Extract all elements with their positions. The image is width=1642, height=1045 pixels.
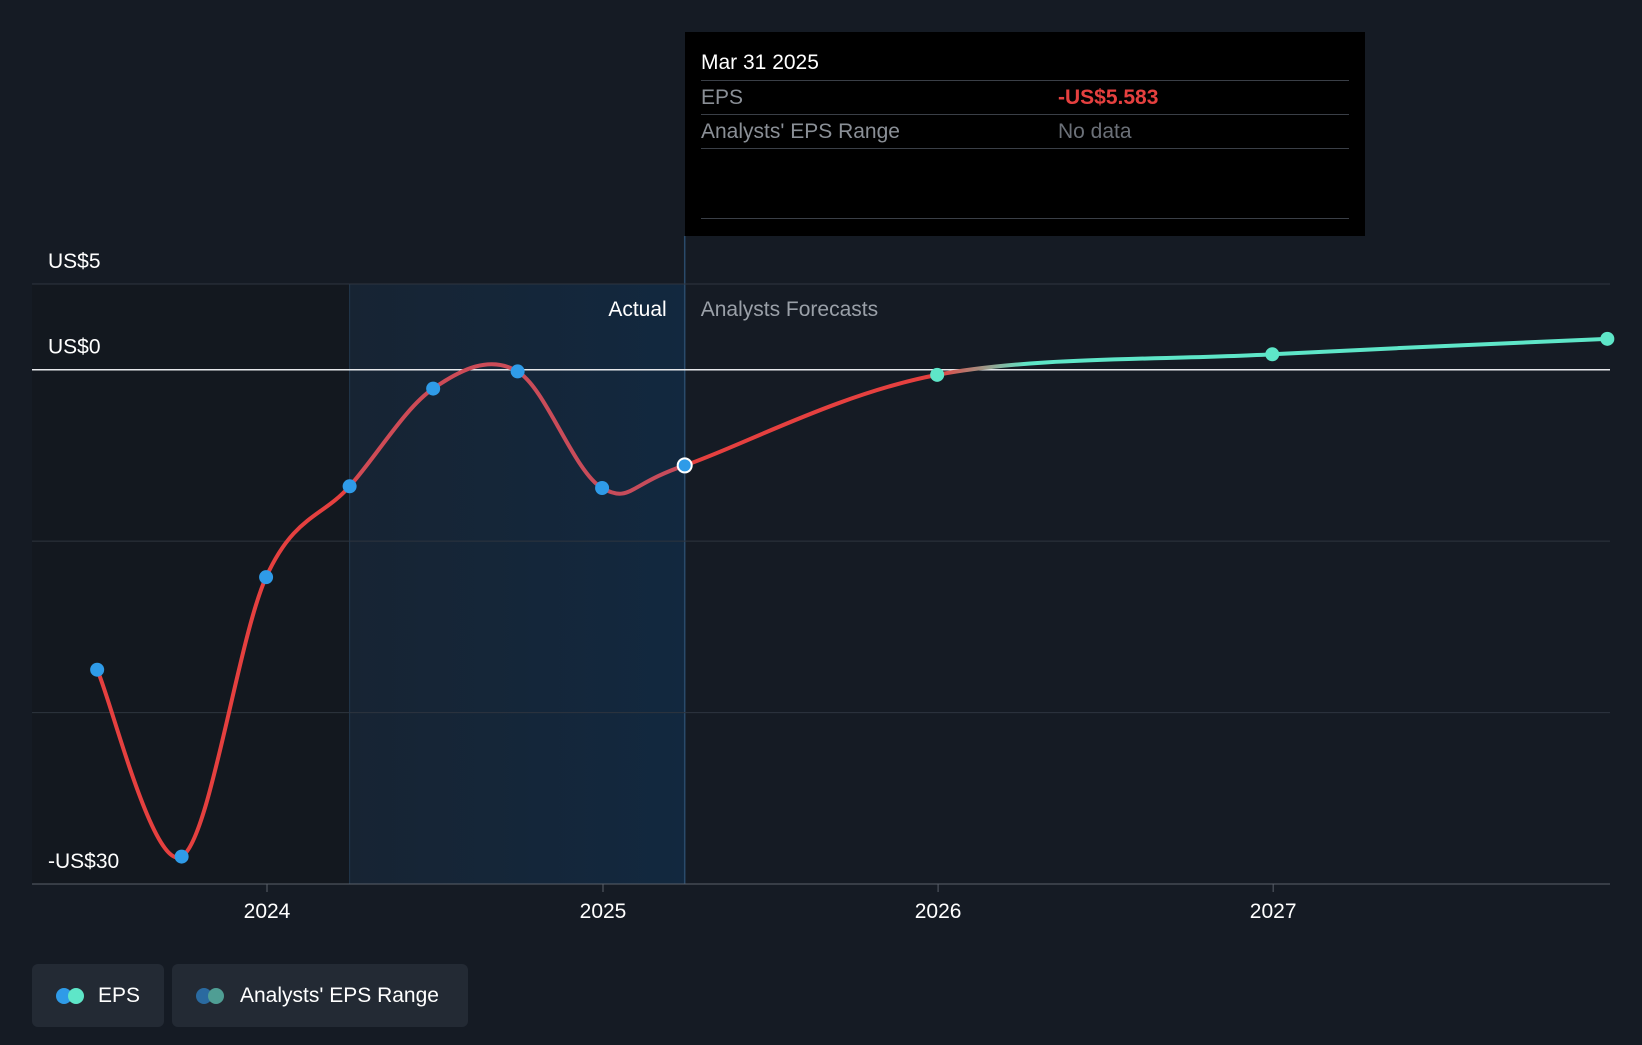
tooltip-row-eps: EPS -US$5.583: [701, 81, 1349, 115]
eps-point-selected: [678, 459, 691, 472]
legend-eps-label: EPS: [97, 983, 140, 1007]
legend-range-dot-forecast: [208, 987, 224, 1004]
eps-point-actual: [342, 479, 357, 494]
eps-point-actual: [259, 570, 274, 585]
x-tick-label: 2027: [1250, 900, 1297, 923]
legend-eps-icon: [56, 987, 84, 1004]
legend-range-icon: [196, 987, 226, 1004]
actual-region: [349, 284, 685, 884]
tooltip-eps-value: -US$5.583: [1058, 86, 1159, 109]
tooltip-date: Mar 31 2025: [701, 46, 1349, 81]
y-tick-label: US$5: [48, 250, 101, 273]
eps-point-actual: [90, 662, 105, 677]
tooltip-row-range: Analysts' EPS Range No data: [701, 115, 1349, 149]
y-tick-label: US$0: [48, 336, 101, 359]
eps-point-forecast: [1600, 331, 1615, 346]
eps-point-actual: [426, 381, 441, 396]
eps-point-actual: [595, 481, 610, 495]
legend-item-eps[interactable]: EPS: [32, 964, 164, 1027]
tooltip-eps-label: EPS: [701, 86, 744, 109]
y-tick-label: -US$30: [48, 850, 119, 873]
x-tick-label: 2026: [915, 900, 962, 923]
legend-item-eps-range[interactable]: Analysts' EPS Range: [172, 964, 468, 1027]
tooltip-divider: [701, 218, 1349, 219]
tooltip: Mar 31 2025 EPS -US$5.583 Analysts' EPS …: [685, 32, 1365, 236]
x-tick-label: 2024: [244, 900, 291, 923]
actual-label: Actual: [608, 298, 666, 321]
legend-range-label: Analysts' EPS Range: [240, 983, 439, 1007]
eps-point-actual: [174, 849, 189, 864]
eps-point-actual: [510, 364, 525, 379]
x-tick-label: 2025: [580, 900, 627, 923]
eps-point-forecast: [930, 367, 945, 382]
past-region: [32, 284, 350, 884]
eps-point-forecast: [1265, 347, 1280, 362]
eps-line: [95, 336, 1610, 860]
legend-eps-dot-forecast: [68, 987, 84, 1004]
tooltip-range-label: Analysts' EPS Range: [701, 120, 900, 143]
forecast-label: Analysts Forecasts: [701, 298, 878, 321]
tooltip-range-value: No data: [1058, 120, 1132, 143]
